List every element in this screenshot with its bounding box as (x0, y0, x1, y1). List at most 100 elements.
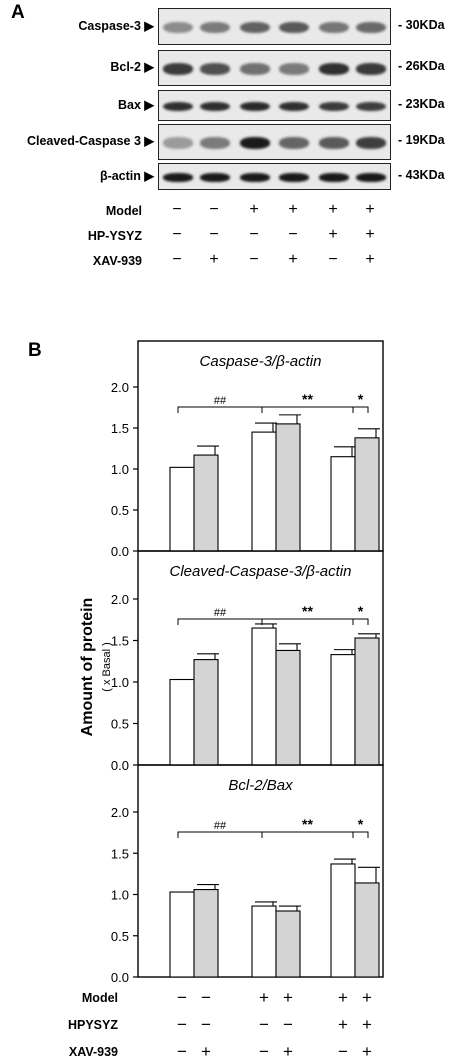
significance-label: * (358, 816, 364, 832)
condition-sign: − (177, 1015, 187, 1034)
condition-sign: + (338, 1015, 348, 1034)
bar (330, 456, 356, 552)
chart-title: Bcl-2/Bax (228, 777, 293, 794)
condition-label: Model (82, 991, 118, 1005)
y-tick-label: 1.0 (111, 462, 129, 477)
condition-sign: − (209, 201, 219, 218)
y-tick-label: 1.0 (111, 888, 129, 903)
bar (169, 891, 195, 978)
condition-sign: + (283, 988, 293, 1007)
bar (354, 637, 380, 766)
condition-sign: + (362, 1042, 372, 1061)
significance-label: ## (214, 820, 227, 832)
blot-band (200, 63, 230, 75)
blot-size-label: - 19KDa (398, 133, 445, 147)
significance-bracket (352, 618, 369, 625)
blot-strip (158, 163, 391, 190)
condition-sign: − (259, 1042, 269, 1061)
blot-strip (158, 8, 391, 45)
y-tick-label: 1.0 (111, 675, 129, 690)
y-tick-label: 0.0 (111, 544, 129, 559)
condition-sign: + (328, 226, 338, 243)
condition-sign: − (201, 1015, 211, 1034)
blot-band (319, 101, 349, 112)
panel-a-letter: A (11, 2, 25, 23)
bar (251, 431, 277, 552)
significance-bracket (352, 406, 369, 413)
condition-sign: − (338, 1042, 348, 1061)
significance-bracket (261, 831, 354, 838)
blot-label: β-actin ▶ (99, 168, 154, 183)
bar (193, 659, 219, 766)
blot-band (200, 101, 230, 112)
blot-band (356, 173, 386, 182)
blot-band (356, 101, 386, 112)
significance-label: * (358, 391, 364, 407)
y-tick-label: 0.5 (111, 929, 129, 944)
blot-size-label: - 26KDa (398, 59, 445, 73)
blot-label: Bax ▶ (117, 97, 154, 112)
significance-bracket (261, 406, 354, 413)
y-tick-label: 1.5 (111, 421, 129, 436)
condition-sign: + (362, 1015, 372, 1034)
western-blot-panel: Caspase-3 ▶ - 30KDa Bcl-2 ▶ - 26KDa Bax ▶ - 2… (0, 0, 464, 280)
bar (193, 888, 219, 978)
condition-sign: − (177, 988, 187, 1007)
bar (251, 905, 277, 978)
y-tick-label: 1.5 (111, 846, 129, 861)
blot-band (240, 137, 270, 149)
significance-label: * (358, 603, 364, 619)
blot-band (163, 173, 193, 182)
blot-band (319, 63, 349, 75)
significance-bracket (177, 406, 263, 413)
blot-band (163, 137, 193, 149)
blot-band (163, 101, 193, 112)
significance-bracket (352, 831, 369, 838)
condition-sign: − (328, 251, 338, 268)
condition-sign: − (283, 1015, 293, 1034)
blot-band (240, 173, 270, 182)
blot-band (279, 173, 309, 182)
bar (251, 627, 277, 766)
significance-label: ** (302, 603, 313, 619)
blot-band (163, 21, 193, 34)
blot-band (279, 137, 309, 149)
blot-strip (158, 124, 391, 160)
blot-band (319, 137, 349, 149)
significance-label: ** (302, 391, 313, 407)
blot-band (200, 137, 230, 149)
condition-sign: − (172, 201, 182, 218)
blot-band (279, 21, 309, 34)
y-tick-label: 2.0 (111, 380, 129, 395)
significance-bracket (177, 831, 263, 838)
condition-sign: + (365, 226, 375, 243)
significance-bracket (177, 618, 263, 625)
condition-sign: + (328, 201, 338, 218)
bar (193, 454, 219, 552)
condition-sign: − (177, 1042, 187, 1061)
blot-band (279, 101, 309, 112)
condition-sign: − (209, 226, 219, 243)
blot-band (319, 173, 349, 182)
condition-sign: + (249, 201, 259, 218)
blot-band (240, 21, 270, 34)
chart-title: Cleaved-Caspase-3/β-actin (170, 563, 352, 580)
bar (275, 649, 301, 766)
bar (330, 654, 356, 766)
blot-band (240, 101, 270, 112)
condition-label: XAV-939 (69, 1045, 118, 1059)
y-axis-label: Amount of protein (79, 598, 96, 737)
condition-label: HP-YSYZ (87, 229, 142, 243)
bar (354, 437, 380, 552)
blot-label: Bcl-2 ▶ (110, 60, 154, 74)
bar (354, 882, 380, 978)
bar (275, 910, 301, 978)
blot-strip (158, 90, 391, 121)
blot-band (356, 21, 386, 34)
blot-band (200, 173, 230, 182)
condition-sign: + (338, 988, 348, 1007)
significance-label: ## (214, 395, 227, 407)
condition-sign: + (365, 201, 375, 218)
condition-sign: + (259, 988, 269, 1007)
